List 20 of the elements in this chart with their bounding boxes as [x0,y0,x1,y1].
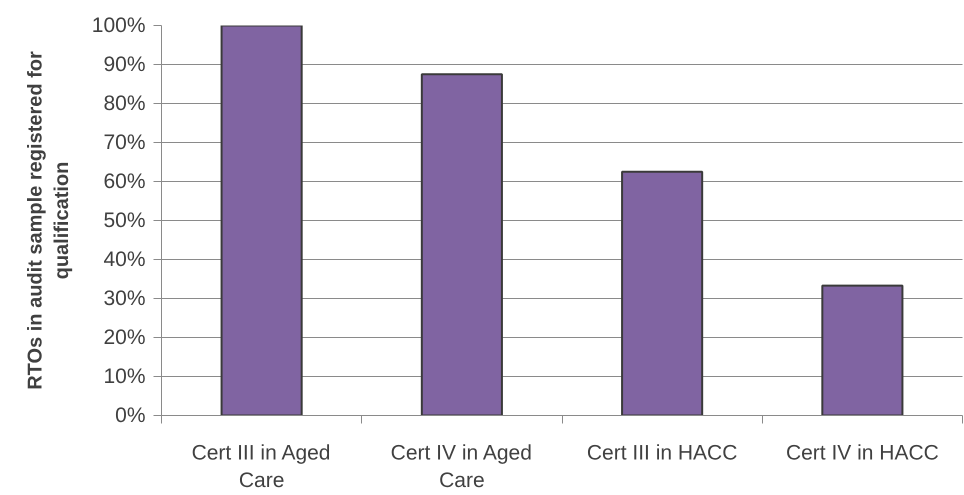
x-tick-label: Cert IV in HACC [786,442,939,464]
y-tick-label: 90% [103,53,146,76]
y-tick-label: 60% [103,170,146,193]
y-tick-label: 10% [103,365,146,388]
bar [621,170,704,416]
y-axis-title: RTOs in audit sample registered for qualification [24,50,73,390]
bar [821,284,904,416]
bar [220,26,303,416]
y-tick-label: 70% [103,131,146,154]
x-tick-label: Cert IV in Aged Care [390,442,532,492]
x-tick-label: Cert III in HACC [586,442,738,464]
y-tick-label: 30% [103,287,146,310]
y-tick-label: 100% [92,14,146,37]
bar [420,73,503,416]
y-tick-label: 80% [103,92,146,115]
y-tick-label: 20% [103,326,146,349]
x-tick-label: Cert III in Aged Care [192,442,331,492]
y-tick-label: 40% [103,248,146,271]
y-tick-label: 0% [115,404,146,427]
y-tick-label: 50% [103,209,146,232]
